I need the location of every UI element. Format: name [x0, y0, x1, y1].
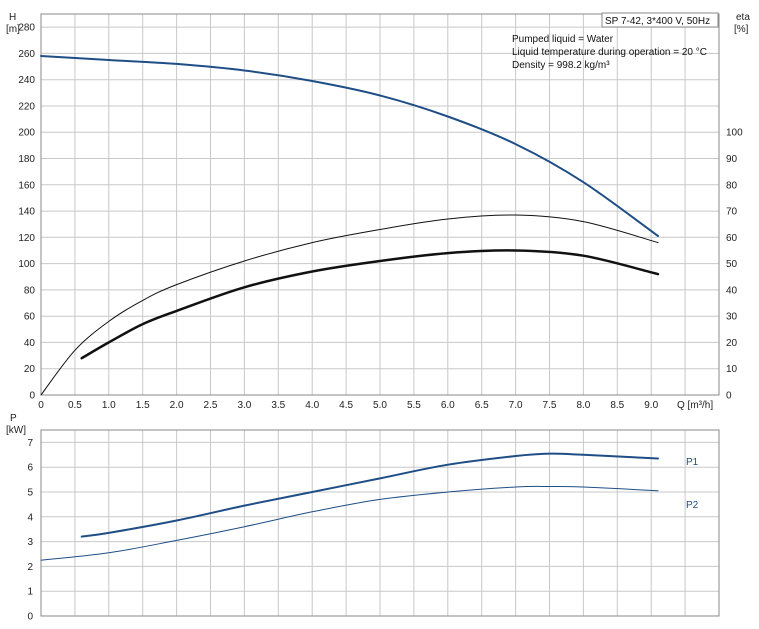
note-density: Density = 998.2 kg/m³	[512, 60, 610, 71]
right-y-tick-label: 100	[726, 128, 743, 139]
left-y-tick-label: 160	[18, 180, 35, 191]
bottom-y-tick-label: 1	[27, 587, 33, 598]
x-tick-label: 4.5	[339, 400, 353, 411]
x-tick-label: 6.5	[475, 400, 489, 411]
left-y-tick-label: 240	[18, 75, 35, 86]
series-label-p2: P2	[686, 500, 699, 511]
x-tick-label: 7.5	[543, 400, 557, 411]
x-tick-label: 2.0	[170, 400, 184, 411]
x-tick-label: 1.5	[136, 400, 150, 411]
left-axis-label-p: P	[10, 413, 17, 424]
right-axis-unit-percent: [%]	[734, 24, 749, 35]
top-plot-series	[40, 55, 660, 396]
right-y-tick-label: 50	[726, 259, 738, 270]
x-tick-label: 1.0	[102, 400, 116, 411]
chart-title: SP 7-42, 3*400 V, 50Hz	[605, 16, 710, 27]
left-axis-unit-kw: [kW]	[6, 425, 26, 436]
right-y-tick-label: 80	[726, 180, 738, 191]
efficiency-curve-total	[80, 249, 660, 360]
series-label-p1: P1	[686, 457, 699, 468]
right-y-tick-label: 70	[726, 207, 738, 218]
x-tick-label: 5.0	[373, 400, 387, 411]
x-tick-label: 6.0	[441, 400, 455, 411]
left-axis-unit-m: [m]	[6, 24, 20, 35]
left-y-tick-label: 180	[18, 154, 35, 165]
bottom-y-tick-label: 6	[27, 463, 33, 474]
x-tick-label: 5.5	[407, 400, 421, 411]
left-y-tick-label: 0	[29, 391, 35, 402]
left-y-tick-label: 120	[18, 233, 35, 244]
x-tick-label: 8.5	[610, 400, 624, 411]
top-plot-frame	[40, 13, 720, 396]
right-y-tick-label: 30	[726, 312, 738, 323]
title-box	[601, 12, 719, 28]
bottom-y-tick-label: 5	[27, 488, 33, 499]
left-y-tick-label: 200	[18, 128, 35, 139]
bottom-y-tick-label: 0	[27, 612, 33, 623]
x-tick-label: 0.5	[68, 400, 82, 411]
left-y-tick-label: 60	[24, 312, 36, 323]
left-y-tick-label: 20	[24, 364, 36, 375]
left-y-tick-label: 100	[18, 259, 35, 270]
head-curve	[40, 55, 659, 237]
axis-tick-labels: 0 0.5 1.0 1.5 2.0 2.5 3.0 3.5 4.0 4.5 5.0 5.5 6.0 6.5…	[18, 23, 743, 623]
left-y-tick-label: 220	[18, 101, 35, 112]
left-y-tick-label: 40	[24, 338, 36, 349]
top-plot-grid	[41, 14, 719, 395]
x-tick-label: 3.5	[271, 400, 285, 411]
x-tick-label: 8.0	[576, 400, 590, 411]
power-curve-p2	[40, 485, 659, 561]
bottom-plot-grid	[41, 430, 719, 616]
bottom-y-tick-label: 7	[27, 438, 33, 449]
x-axis-label-q: Q [m³/h]	[677, 400, 713, 411]
bottom-y-tick-label: 2	[27, 562, 33, 573]
bottom-plot-series	[40, 452, 659, 561]
note-temperature: Liquid temperature during operation = 20…	[512, 47, 707, 58]
bottom-y-tick-label: 4	[27, 512, 33, 523]
x-tick-label: 7.0	[509, 400, 523, 411]
left-y-tick-label: 280	[18, 23, 35, 34]
efficiency-curve-pump	[40, 214, 659, 396]
right-y-tick-label: 90	[726, 154, 738, 165]
bottom-plot-frame	[40, 429, 720, 617]
right-y-tick-label: 40	[726, 285, 738, 296]
right-axis-label-eta: eta	[736, 12, 750, 23]
x-tick-label: 9.0	[644, 400, 658, 411]
left-y-tick-label: 140	[18, 207, 35, 218]
note-liquid: Pumped liquid = Water	[512, 34, 614, 45]
right-y-tick-label: 0	[726, 391, 732, 402]
left-y-tick-label: 260	[18, 49, 35, 60]
power-curve-p1	[80, 452, 659, 538]
bottom-y-tick-label: 3	[27, 537, 33, 548]
right-y-tick-label: 20	[726, 338, 738, 349]
right-y-tick-label: 60	[726, 233, 738, 244]
x-tick-label: 0	[38, 400, 44, 411]
x-tick-label: 4.0	[305, 400, 319, 411]
x-tick-label: 2.5	[204, 400, 218, 411]
left-y-tick-label: 80	[24, 285, 36, 296]
left-axis-label-h: H	[9, 12, 16, 23]
x-tick-label: 3.0	[237, 400, 251, 411]
right-y-tick-label: 10	[726, 364, 738, 375]
